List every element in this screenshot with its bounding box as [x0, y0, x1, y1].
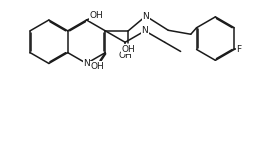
Text: OH: OH — [89, 11, 103, 20]
Text: F: F — [237, 45, 242, 54]
Text: N: N — [142, 12, 149, 21]
Text: N: N — [83, 59, 90, 68]
Text: OH: OH — [121, 44, 135, 54]
Text: N: N — [141, 26, 148, 35]
Text: OH: OH — [90, 61, 104, 71]
Text: OH: OH — [118, 51, 132, 60]
